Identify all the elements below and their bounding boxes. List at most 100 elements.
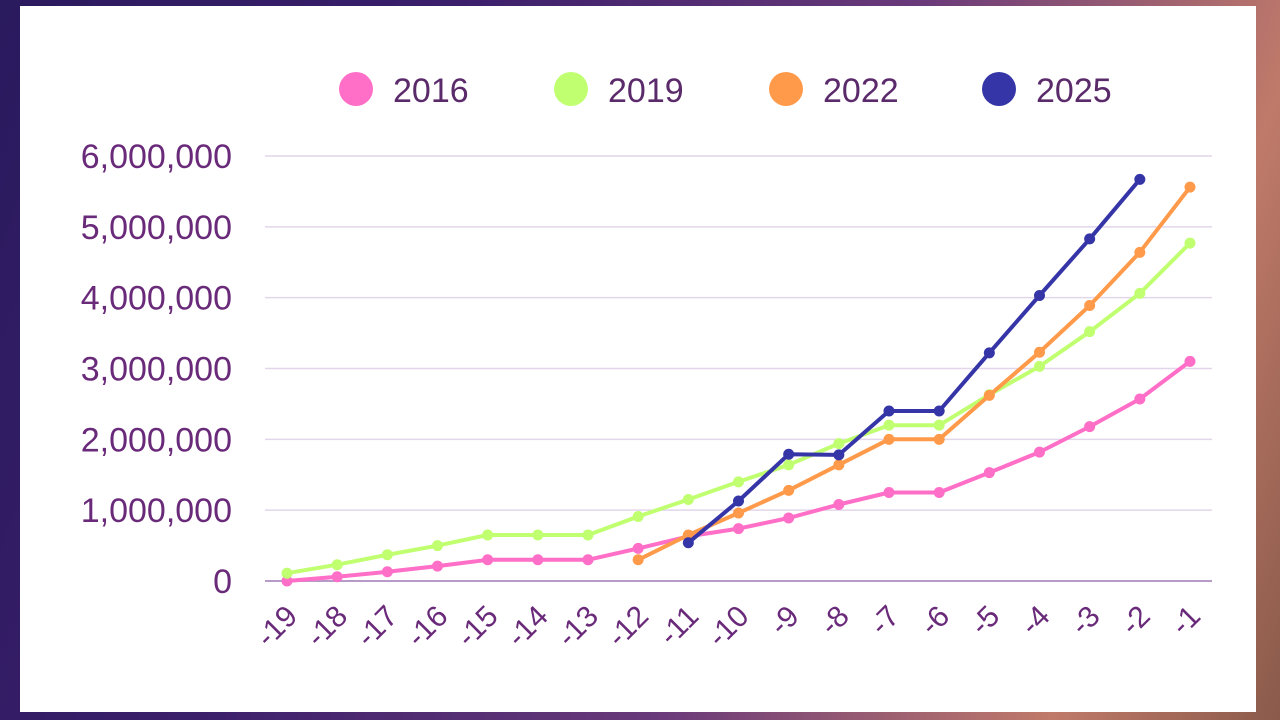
- x-tick-label: -19: [250, 600, 304, 654]
- y-tick-label: 4,000,000: [81, 280, 232, 318]
- y-tick-label: 1,000,000: [81, 492, 232, 530]
- data-point: [783, 512, 795, 524]
- x-tick-label: -6: [914, 600, 956, 642]
- data-point: [883, 405, 895, 417]
- x-tick-label: -5: [964, 600, 1006, 642]
- chart-card: 2016 2019 2022 2025 0 1,000,000 2,000,000 3,00…: [20, 6, 1256, 712]
- legend-marker: [982, 72, 1016, 106]
- data-point: [381, 549, 393, 561]
- legend-marker: [554, 72, 588, 106]
- x-tick-label: -13: [551, 600, 605, 654]
- data-point: [733, 495, 744, 507]
- x-tick-label: -1: [1165, 600, 1207, 642]
- data-point: [331, 559, 343, 571]
- data-point: [733, 476, 744, 488]
- x-tick-label: -17: [350, 600, 404, 654]
- data-point: [331, 571, 343, 583]
- data-point: [783, 484, 795, 496]
- series-line: [636, 185, 1192, 562]
- legend-marker: [769, 72, 803, 106]
- data-point: [1134, 287, 1146, 299]
- x-axis-ticks: -19-18-17-16-15-14-13-12-11-10 -9 -8 -7 -6 -5…: [250, 600, 1207, 654]
- legend-label: 2016: [393, 72, 469, 110]
- data-point: [883, 419, 895, 431]
- data-point: [1034, 346, 1045, 358]
- data-point: [1084, 421, 1096, 433]
- data-point: [682, 537, 694, 549]
- y-tick-label: 3,000,000: [81, 351, 232, 389]
- data-point: [783, 459, 795, 471]
- data-point: [682, 529, 694, 541]
- y-tick-label: 0: [213, 563, 232, 601]
- data-point: [532, 529, 544, 541]
- legend-label: 2025: [1036, 72, 1112, 110]
- data-point: [833, 459, 845, 471]
- data-point: [1084, 326, 1096, 338]
- data-point: [281, 567, 293, 579]
- series-line: [686, 177, 1142, 545]
- data-point: [733, 523, 744, 535]
- data-point: [933, 405, 945, 417]
- data-point: [1184, 237, 1196, 249]
- data-point: [532, 554, 544, 566]
- data-point: [933, 433, 945, 445]
- data-point: [933, 419, 945, 431]
- data-point: [482, 554, 494, 566]
- data-point: [733, 507, 744, 519]
- x-tick-label: -14: [501, 600, 555, 654]
- x-tick-label: -2: [1115, 600, 1157, 642]
- x-tick-label: -10: [701, 600, 755, 654]
- line-chart: 2016 2019 2022 2025 0 1,000,000 2,000,000 3,00…: [81, 72, 1212, 654]
- data-point: [1134, 246, 1146, 258]
- legend-marker: [339, 72, 373, 106]
- data-point: [983, 467, 995, 479]
- grid-lines: [265, 155, 1212, 582]
- data-point: [381, 566, 393, 578]
- data-point: [833, 449, 845, 461]
- data-point: [983, 389, 995, 401]
- data-point: [1034, 360, 1045, 372]
- legend: 2016 2019 2022 2025: [339, 72, 1112, 110]
- x-tick-label: -11: [653, 600, 705, 652]
- data-point: [582, 554, 594, 566]
- x-tick-label: -8: [814, 600, 856, 642]
- x-tick-label: -15: [451, 600, 505, 654]
- data-point: [983, 347, 995, 359]
- x-tick-label: -12: [601, 600, 655, 654]
- data-point: [1134, 173, 1146, 185]
- data-point: [1184, 181, 1196, 193]
- series-2022: [632, 181, 1196, 566]
- x-tick-label: -16: [400, 600, 454, 654]
- x-tick-label: -18: [300, 600, 354, 654]
- data-point: [632, 554, 644, 566]
- data-point: [1084, 299, 1096, 311]
- data-point: [1134, 393, 1146, 405]
- y-tick-label: 2,000,000: [81, 421, 232, 459]
- y-axis-ticks: 0 1,000,000 2,000,000 3,000,000 4,000,000 5,0…: [81, 138, 232, 601]
- series-2025: [682, 173, 1146, 549]
- data-point: [833, 438, 845, 450]
- data-point: [632, 542, 644, 554]
- data-point: [632, 511, 644, 523]
- data-point: [783, 448, 795, 460]
- x-tick-label: -7: [864, 600, 906, 642]
- data-point: [1184, 355, 1196, 367]
- data-point: [432, 540, 443, 552]
- data-point: [582, 529, 594, 541]
- legend-label: 2022: [823, 72, 899, 110]
- data-point: [1034, 446, 1045, 458]
- x-tick-label: -4: [1014, 600, 1056, 642]
- data-point: [1084, 233, 1096, 245]
- x-tick-label: -9: [763, 600, 805, 642]
- data-point: [281, 575, 293, 587]
- data-point: [1034, 290, 1045, 302]
- data-point: [432, 560, 443, 572]
- data-point: [883, 486, 895, 498]
- series-2019: [281, 237, 1196, 579]
- data-point: [682, 494, 694, 506]
- y-tick-label: 6,000,000: [81, 138, 232, 176]
- data-point: [883, 433, 895, 445]
- x-tick-label: -3: [1064, 600, 1106, 642]
- legend-label: 2019: [608, 72, 684, 110]
- series-2016: [281, 355, 1196, 587]
